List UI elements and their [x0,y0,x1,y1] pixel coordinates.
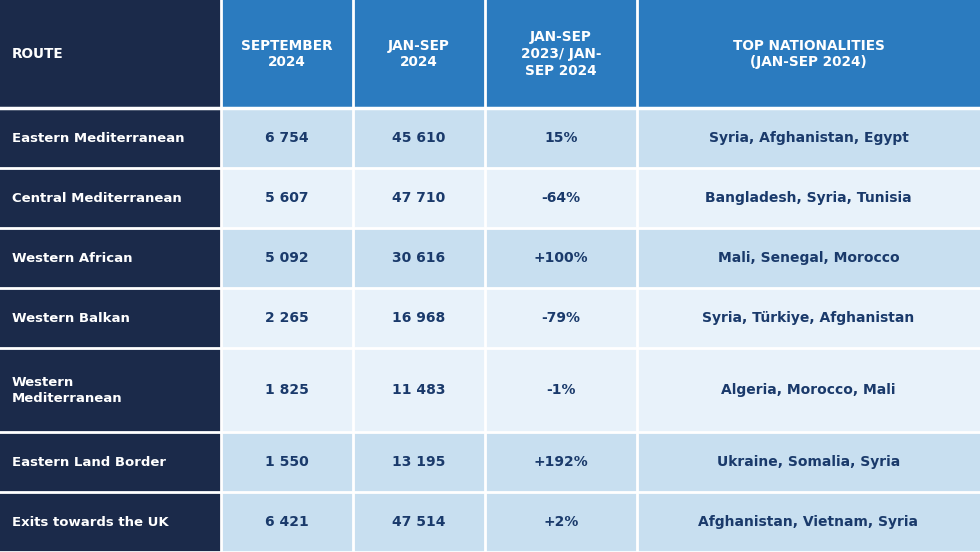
Text: Exits towards the UK: Exits towards the UK [12,516,169,528]
Text: -79%: -79% [542,311,580,325]
Text: +2%: +2% [543,515,579,529]
Bar [637,348,980,432]
Bar [637,108,980,168]
Bar [0,228,220,288]
Text: Western
Mediterranean: Western Mediterranean [12,375,123,405]
Bar [637,168,980,228]
Bar [220,288,353,348]
Bar [637,228,980,288]
Text: TOP NATIONALITIES
(JAN-SEP 2024): TOP NATIONALITIES (JAN-SEP 2024) [733,39,884,70]
Bar [485,492,637,552]
Text: Ukraine, Somalia, Syria: Ukraine, Somalia, Syria [717,455,900,469]
Text: -64%: -64% [542,191,580,205]
Text: 6 754: 6 754 [265,131,309,145]
Text: 15%: 15% [544,131,578,145]
Text: Western African: Western African [12,252,132,264]
Bar [485,432,637,492]
Text: Afghanistan, Vietnam, Syria: Afghanistan, Vietnam, Syria [699,515,918,529]
Bar [353,228,485,288]
Text: 2 265: 2 265 [265,311,309,325]
Text: +192%: +192% [534,455,588,469]
Bar [0,348,220,432]
Text: Eastern Land Border: Eastern Land Border [12,455,166,469]
Text: 1 550: 1 550 [265,455,309,469]
Text: 11 483: 11 483 [392,383,446,397]
Text: -1%: -1% [546,383,576,397]
Bar [485,288,637,348]
Bar [353,108,485,168]
Bar [485,348,637,432]
Bar [353,432,485,492]
Text: Syria, Afghanistan, Egypt: Syria, Afghanistan, Egypt [709,131,908,145]
Text: 47 710: 47 710 [392,191,446,205]
Bar [0,492,220,552]
Text: 13 195: 13 195 [392,455,446,469]
Bar [0,168,220,228]
Bar [220,432,353,492]
Bar [220,0,353,108]
Text: 1 825: 1 825 [265,383,309,397]
Bar [485,228,637,288]
Text: Bangladesh, Syria, Tunisia: Bangladesh, Syria, Tunisia [706,191,911,205]
Text: Eastern Mediterranean: Eastern Mediterranean [12,131,184,145]
Bar [0,288,220,348]
Text: JAN-SEP
2024: JAN-SEP 2024 [388,39,450,70]
Bar [637,288,980,348]
Bar [220,108,353,168]
Bar [637,0,980,108]
Bar [353,0,485,108]
Bar [0,432,220,492]
Bar [220,348,353,432]
Bar [637,492,980,552]
Text: 47 514: 47 514 [392,515,446,529]
Text: 30 616: 30 616 [392,251,446,265]
Text: JAN-SEP
2023/ JAN-
SEP 2024: JAN-SEP 2023/ JAN- SEP 2024 [520,30,602,78]
Text: 45 610: 45 610 [392,131,446,145]
Text: Central Mediterranean: Central Mediterranean [12,192,181,204]
Text: Western Balkan: Western Balkan [12,311,129,325]
Bar [637,432,980,492]
Bar [353,348,485,432]
Bar [220,492,353,552]
Text: SEPTEMBER
2024: SEPTEMBER 2024 [241,39,332,70]
Bar [220,228,353,288]
Text: ROUTE: ROUTE [12,47,64,61]
Bar [220,168,353,228]
Text: 6 421: 6 421 [265,515,309,529]
Bar [353,288,485,348]
Bar [485,168,637,228]
Text: 5 607: 5 607 [265,191,309,205]
Text: Algeria, Morocco, Mali: Algeria, Morocco, Mali [721,383,896,397]
Bar [485,108,637,168]
Bar [353,168,485,228]
Text: 5 092: 5 092 [265,251,309,265]
Text: 16 968: 16 968 [392,311,446,325]
Bar [0,0,220,108]
Text: +100%: +100% [534,251,588,265]
Bar [0,108,220,168]
Bar [353,492,485,552]
Text: Syria, Türkiye, Afghanistan: Syria, Türkiye, Afghanistan [703,311,914,325]
Bar [485,0,637,108]
Text: Mali, Senegal, Morocco: Mali, Senegal, Morocco [717,251,900,265]
